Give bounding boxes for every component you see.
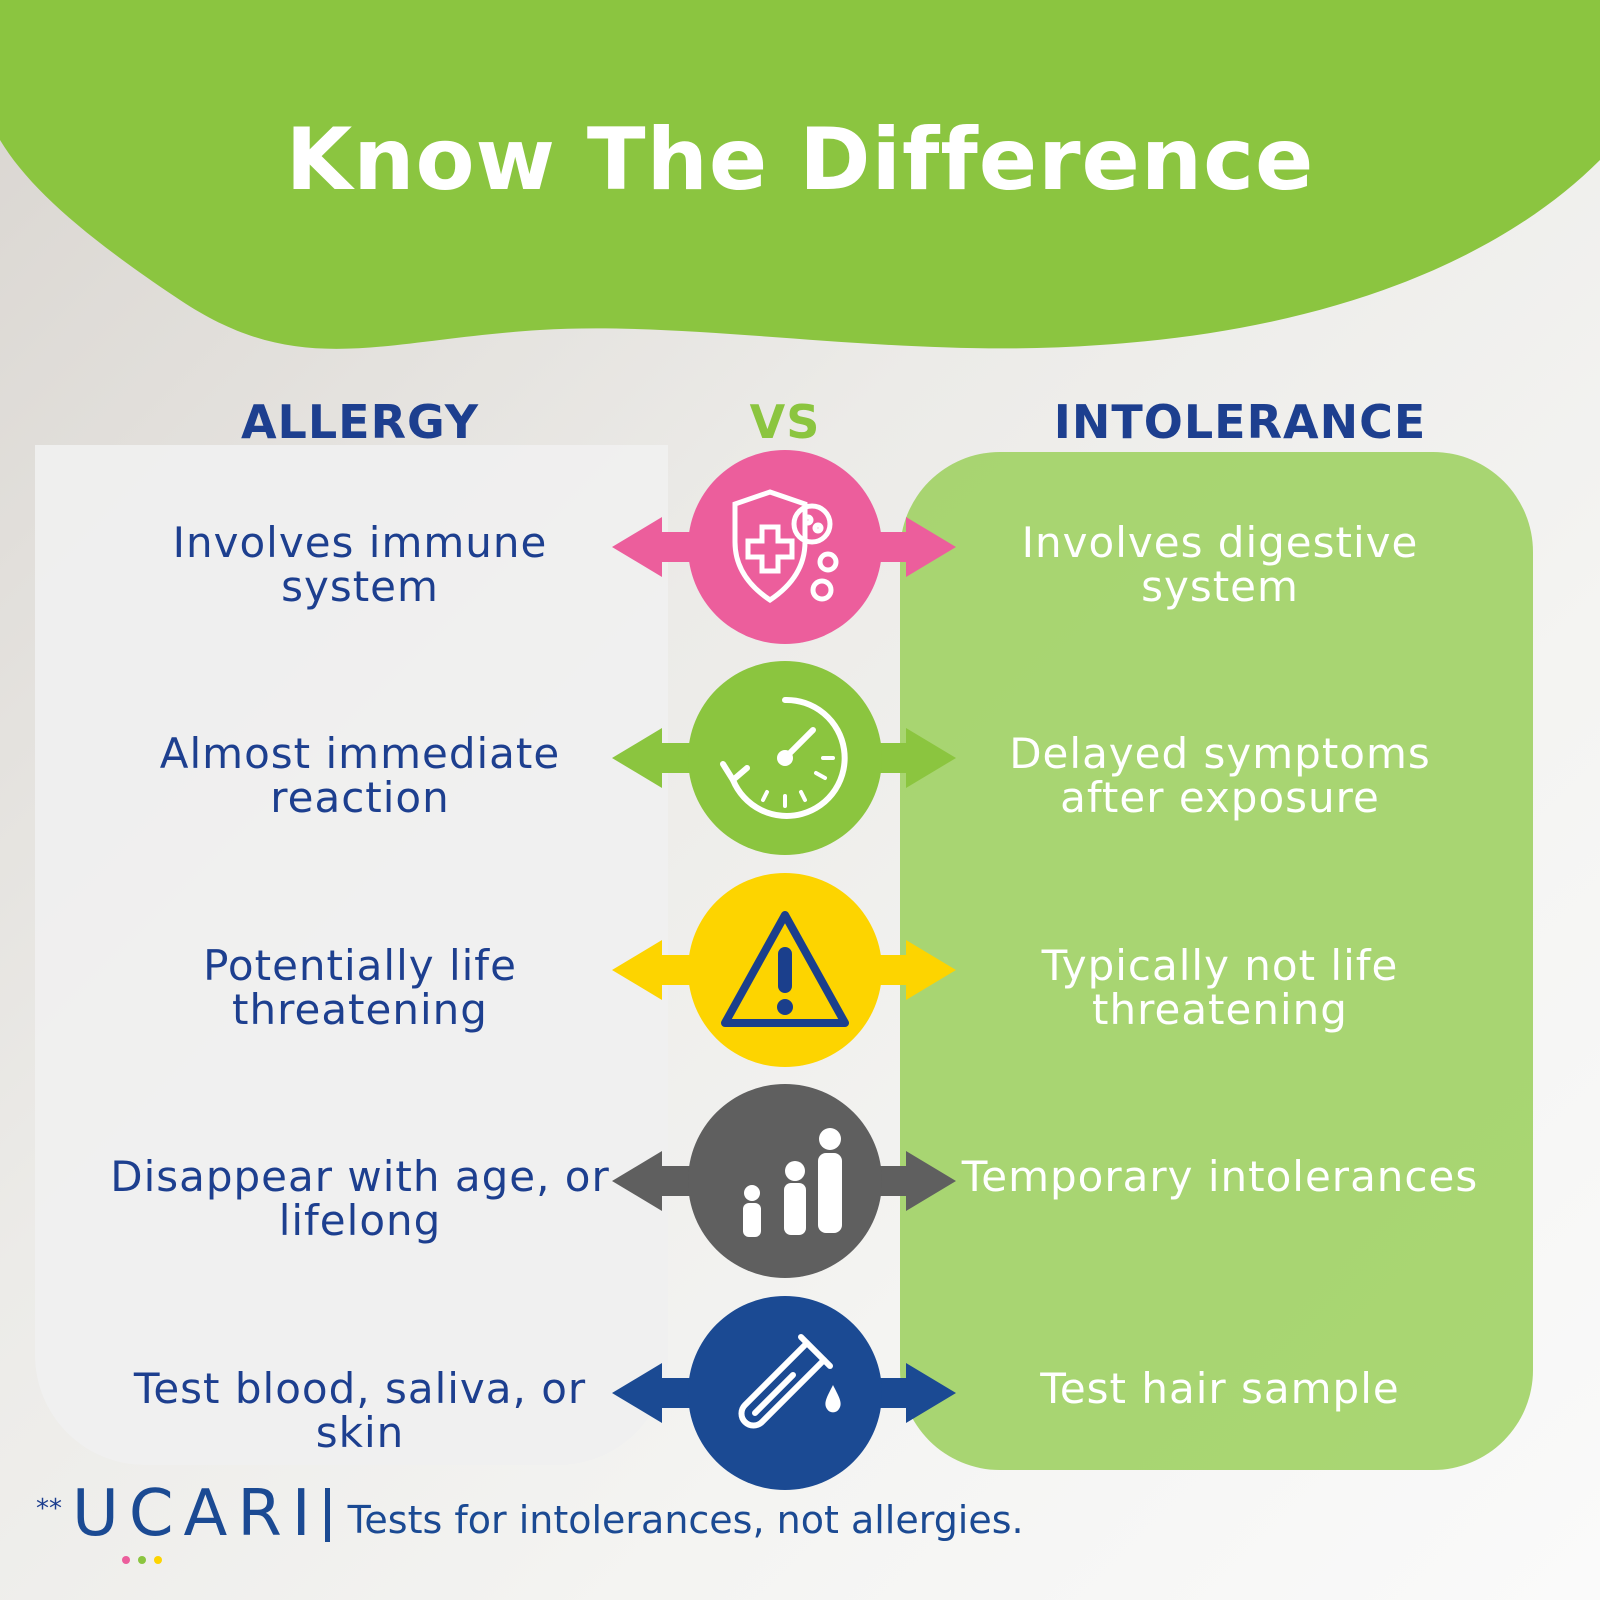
allergy-trait: Disappear with age, or lifelong: [110, 1152, 610, 1245]
test-tube-icon: [715, 1323, 855, 1463]
logo-text: UCARI: [72, 1477, 321, 1551]
footnote-marker: **: [36, 1494, 62, 1524]
intolerance-trait: Involves digestive system: [1021, 518, 1419, 611]
allergy-trait: Test blood, saliva, or skin: [133, 1364, 587, 1457]
footer-tagline: Tests for intolerances, not allergies.: [347, 1498, 1024, 1542]
row-icon-circle: [688, 1084, 882, 1278]
header-wave: [0, 0, 1600, 349]
footer: ** UCARI Tests for intolerances, not all…: [36, 1482, 1024, 1564]
intolerance-panel: [900, 452, 1533, 1470]
row-icon-circle: [688, 450, 882, 644]
allergy-panel: [35, 445, 668, 1465]
row-icon-circle: [688, 661, 882, 855]
logo-divider: [324, 1488, 330, 1542]
allergy-trait: Potentially life threatening: [203, 941, 517, 1034]
intolerance-trait: Test hair sample: [1040, 1364, 1400, 1413]
allergy-trait: Involves immune system: [172, 518, 548, 611]
intolerance-trait: Temporary intolerances: [961, 1152, 1479, 1201]
intolerance-trait: Typically not life threatening: [1041, 941, 1399, 1034]
intolerance-heading: INTOLERANCE: [1053, 395, 1427, 449]
allergy-heading: ALLERGY: [240, 395, 480, 449]
family-age-icon: [715, 1111, 855, 1251]
logo-dots: [122, 1556, 162, 1564]
page-title: Know The Difference: [285, 110, 1315, 210]
ucari-logo: UCARI: [72, 1482, 321, 1564]
vs-heading: VS: [749, 395, 821, 449]
warning-icon: [715, 905, 855, 1035]
stopwatch-icon: [715, 688, 855, 828]
intolerance-trait: Delayed symptoms after exposure: [1009, 729, 1431, 822]
row-icon-circle: [688, 873, 882, 1067]
row-icon-circle: [688, 1296, 882, 1490]
allergy-trait: Almost immediate reaction: [159, 729, 561, 822]
shield-virus-icon: [720, 482, 850, 612]
